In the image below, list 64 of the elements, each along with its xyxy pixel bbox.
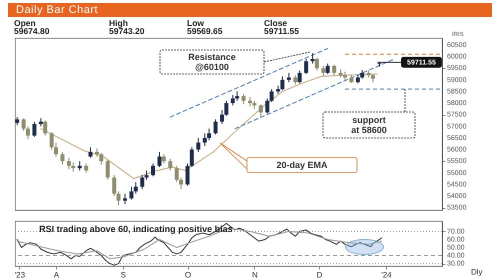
candlestick [235,90,240,102]
candlestick [60,151,64,166]
candlestick [314,57,319,72]
candlestick [112,174,116,197]
candlestick [242,93,246,105]
candlestick [43,120,48,136]
text: Close [264,18,288,28]
x-tick-label: S [120,270,126,280]
candlestick [214,118,218,135]
candlestick [88,146,92,158]
text: Low [187,18,204,28]
candlestick [26,126,30,140]
candlestick [84,163,88,174]
candlestick [157,151,162,168]
annotation: support at 58600 [351,115,387,135]
candlestick [298,70,302,84]
candlestick [280,76,284,91]
x-tick-label: N [252,270,258,280]
text: 59674.80 [14,26,50,36]
x-tick-label: '23 [14,270,26,280]
candlestick [99,152,104,166]
candlestick [129,186,134,200]
text: 59711.55 [264,26,299,36]
candlestick [186,163,190,186]
candlestick [168,158,172,171]
x-tick-label: A [54,270,60,280]
candlestick [174,165,179,183]
text: Open [14,18,36,28]
candlestick [106,160,110,180]
candlestick [66,157,71,170]
candlestick [134,182,138,194]
candlestick [224,100,228,116]
candlestick [54,142,58,158]
annotation: Resistance @60100 [188,52,236,72]
candlestick [144,170,149,180]
candlestick [179,176,184,190]
candlestick [220,110,224,124]
candlestick [202,132,207,147]
candlestick [258,104,263,118]
chart-title: Daily Bar Chart [8,3,492,17]
candlestick [332,64,336,76]
candlestick [162,154,166,164]
candlestick [116,190,121,206]
candlestick [196,137,200,152]
line-series [16,222,382,266]
candlestick [50,132,54,150]
candlestick [230,94,235,106]
candlestick [286,72,291,83]
candlestick [321,65,326,77]
x-tick-label: '24 [381,270,392,280]
candlestick [22,118,26,132]
text: 59569.65 [187,26,222,36]
candlestick [293,74,298,85]
candlestick [32,121,36,138]
candlestick [151,163,156,177]
x-axis-title: Dly [470,268,482,276]
text: High [109,18,128,28]
candlestick [190,146,194,168]
candlestick [140,174,144,190]
x-tick-label: O [184,270,192,280]
candlestick [326,63,330,75]
x-tick-label: D [316,270,323,280]
candlestick [304,58,308,75]
annotation: 20-day EMA [276,160,328,170]
